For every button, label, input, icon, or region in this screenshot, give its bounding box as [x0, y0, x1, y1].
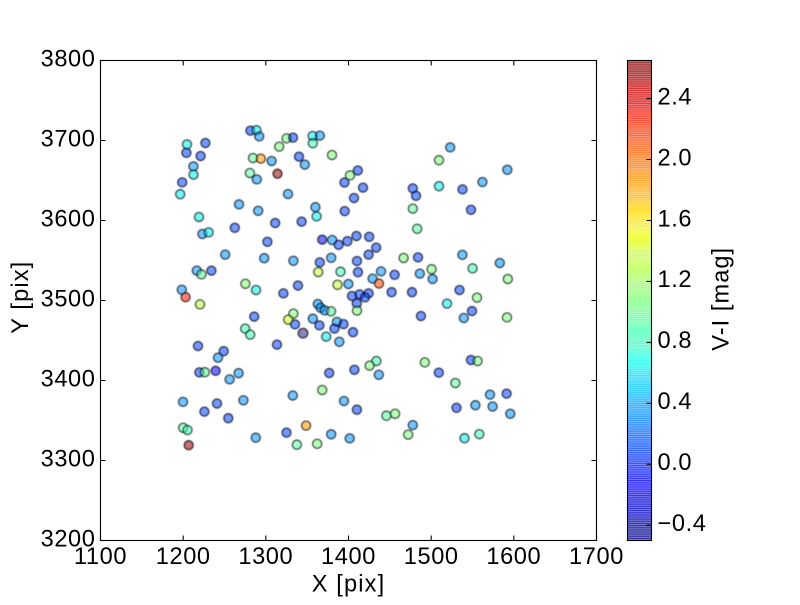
svg-text:3300: 3300: [41, 446, 96, 472]
svg-text:1200: 1200: [156, 544, 211, 570]
svg-text:1.2: 1.2: [658, 267, 693, 293]
svg-text:3500: 3500: [41, 286, 96, 312]
svg-text:X [pix]: X [pix]: [312, 572, 386, 598]
svg-text:1100: 1100: [74, 544, 127, 570]
svg-text:0.0: 0.0: [658, 450, 693, 476]
svg-text:3400: 3400: [41, 366, 96, 392]
svg-text:V-I [mag]: V-I [mag]: [709, 247, 735, 351]
svg-text:0.4: 0.4: [658, 389, 693, 415]
svg-text:Y [pix]: Y [pix]: [8, 261, 34, 334]
svg-text:2.4: 2.4: [658, 84, 693, 110]
svg-text:0.8: 0.8: [658, 328, 693, 354]
svg-text:1500: 1500: [404, 544, 459, 570]
svg-text:3700: 3700: [41, 126, 96, 152]
svg-text:2.0: 2.0: [658, 145, 693, 171]
svg-text:1700: 1700: [569, 544, 624, 570]
svg-text:1.6: 1.6: [658, 206, 693, 232]
svg-text:1300: 1300: [238, 544, 293, 570]
svg-text:1400: 1400: [321, 544, 376, 570]
svg-text:3600: 3600: [41, 206, 96, 232]
svg-text:−0.4: −0.4: [658, 511, 707, 537]
svg-text:3800: 3800: [41, 46, 96, 72]
svg-text:3200: 3200: [41, 526, 96, 552]
svg-text:1600: 1600: [486, 544, 541, 570]
